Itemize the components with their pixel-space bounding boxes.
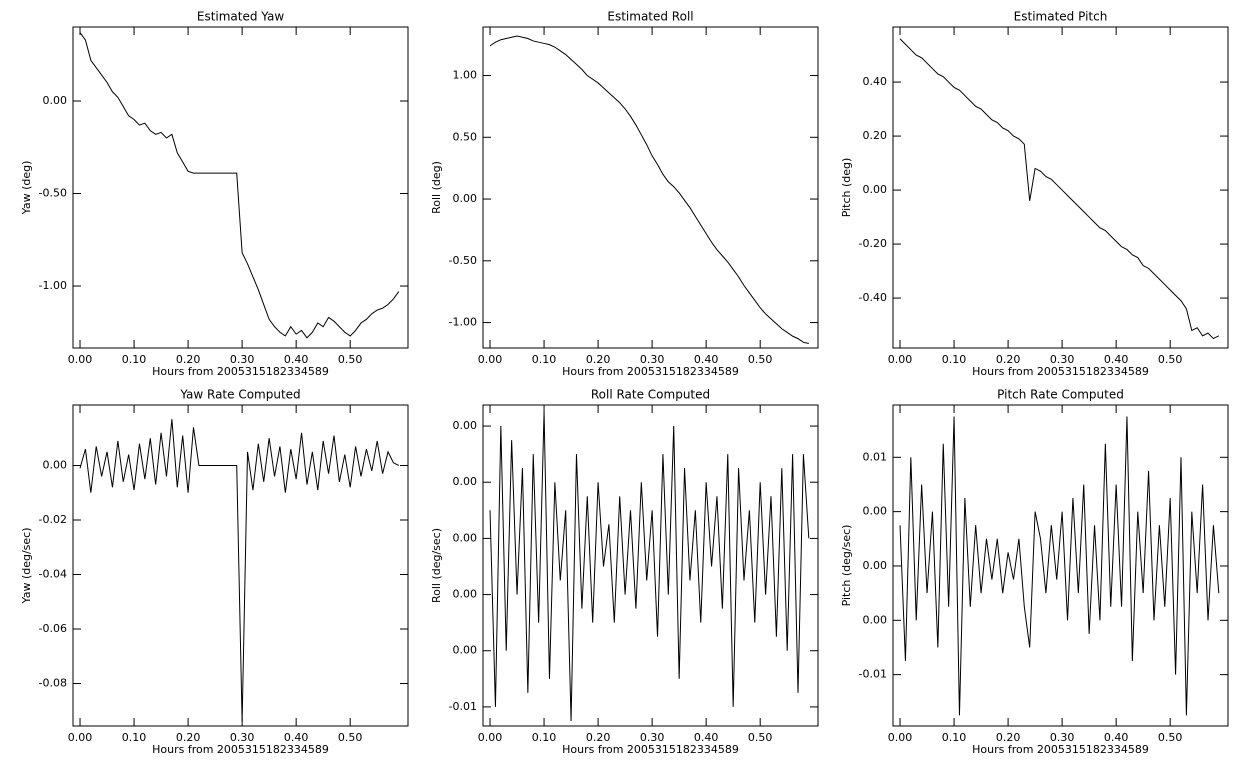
y-axis-label: Roll (deg/sec) (430, 528, 443, 603)
y-tick-label: 0.00 (863, 613, 888, 626)
x-tick-label: 0.20 (176, 353, 201, 366)
y-axis-label: Pitch (deg) (840, 158, 853, 218)
plot-frame (72, 26, 409, 349)
y-tick-label: 0.00 (453, 531, 478, 544)
x-tick-label: 0.30 (1050, 353, 1075, 366)
y-tick-label: 0.00 (453, 588, 478, 601)
x-axis-label: Hours from 2005315182334589 (562, 365, 739, 378)
x-tick-label: 0.50 (338, 353, 363, 366)
x-tick-label: 0.30 (230, 353, 255, 366)
chart-title: Yaw Rate Computed (179, 388, 300, 402)
x-tick-label: 0.10 (122, 353, 147, 366)
data-line (489, 412, 810, 721)
y-axis-label: Yaw (deg/sec) (20, 527, 33, 604)
x-tick-label: 0.00 (888, 353, 913, 366)
y-tick-label: -0.50 (39, 187, 67, 200)
y-tick-label: -0.40 (859, 291, 887, 304)
y-tick-label: -0.50 (449, 254, 477, 267)
y-tick-label: 0.00 (453, 419, 478, 432)
y-tick-label: 0.00 (453, 475, 478, 488)
x-tick-label: 0.00 (888, 731, 913, 744)
x-axis-label: Hours from 2005315182334589 (152, 743, 329, 756)
x-tick-label: 0.10 (122, 731, 147, 744)
data-line (899, 416, 1220, 716)
x-tick-label: 0.50 (1158, 731, 1183, 744)
x-tick-label: 0.50 (1158, 353, 1183, 366)
chart-title: Estimated Pitch (1014, 10, 1108, 24)
y-axis-label: Roll (deg) (430, 161, 443, 214)
y-tick-label: -0.01 (449, 700, 477, 713)
x-tick-label: 0.40 (1104, 353, 1129, 366)
x-tick-label: 0.50 (748, 731, 773, 744)
x-tick-label: 0.50 (338, 731, 363, 744)
data-line (899, 38, 1220, 340)
x-tick-label: 0.10 (532, 731, 557, 744)
x-tick-label: 0.40 (694, 731, 719, 744)
x-tick-label: 0.20 (996, 731, 1021, 744)
y-tick-label: 0.00 (43, 458, 68, 471)
y-tick-label: 0.50 (453, 130, 478, 143)
data-line (489, 35, 809, 345)
x-tick-label: 0.00 (478, 353, 503, 366)
chart-title: Roll Rate Computed (591, 388, 710, 402)
x-tick-label: 0.20 (176, 731, 201, 744)
x-tick-label: 0.00 (478, 731, 503, 744)
x-tick-label: 0.40 (284, 353, 309, 366)
y-tick-label: -0.01 (859, 668, 887, 681)
y-tick-label: 0.00 (863, 505, 888, 518)
x-tick-label: 0.00 (68, 731, 93, 744)
data-line (79, 32, 400, 339)
y-tick-label: 0.40 (863, 75, 888, 88)
x-axis-label: Hours from 2005315182334589 (972, 365, 1149, 378)
x-tick-label: 0.40 (1104, 731, 1129, 744)
y-tick-label: 0.00 (453, 192, 478, 205)
y-tick-label: -0.06 (39, 622, 67, 635)
x-axis-label: Hours from 2005315182334589 (972, 743, 1149, 756)
y-tick-label: -1.00 (39, 279, 67, 292)
x-tick-label: 0.50 (748, 353, 773, 366)
x-tick-label: 0.00 (68, 353, 93, 366)
y-tick-label: -0.04 (39, 567, 67, 580)
x-tick-label: 0.10 (942, 731, 967, 744)
x-tick-label: 0.20 (996, 353, 1021, 366)
x-tick-label: 0.40 (694, 353, 719, 366)
y-tick-label: -0.08 (39, 676, 67, 689)
x-tick-label: 0.20 (586, 353, 611, 366)
y-tick-label: 1.00 (453, 69, 478, 82)
x-tick-label: 0.20 (586, 731, 611, 744)
y-tick-label: -0.20 (859, 237, 887, 250)
y-axis-label: Yaw (deg) (20, 161, 33, 216)
y-tick-label: 0.00 (43, 94, 68, 107)
chart-title: Estimated Yaw (197, 10, 284, 24)
x-tick-label: 0.30 (1050, 731, 1075, 744)
x-tick-label: 0.30 (230, 731, 255, 744)
x-axis-label: Hours from 2005315182334589 (562, 743, 739, 756)
x-tick-label: 0.30 (640, 731, 665, 744)
y-tick-label: 0.20 (863, 129, 888, 142)
y-tick-label: -1.00 (449, 316, 477, 329)
y-tick-label: 0.01 (863, 450, 888, 463)
y-tick-label: -0.02 (39, 513, 67, 526)
chart-title: Estimated Roll (607, 10, 693, 24)
x-tick-label: 0.30 (640, 353, 665, 366)
chart-title: Pitch Rate Computed (997, 388, 1124, 402)
x-tick-label: 0.10 (532, 353, 557, 366)
y-tick-label: 0.00 (863, 559, 888, 572)
x-tick-label: 0.10 (942, 353, 967, 366)
plot-frame (482, 26, 819, 349)
data-line (79, 419, 400, 722)
x-tick-label: 0.40 (284, 731, 309, 744)
plot-frame (892, 26, 1229, 349)
x-axis-label: Hours from 2005315182334589 (152, 365, 329, 378)
plot-frame (72, 404, 409, 727)
y-axis-label: Pitch (deg/sec) (840, 525, 853, 607)
y-tick-label: 0.00 (453, 644, 478, 657)
y-tick-label: 0.00 (863, 183, 888, 196)
plot-frame (482, 404, 819, 727)
